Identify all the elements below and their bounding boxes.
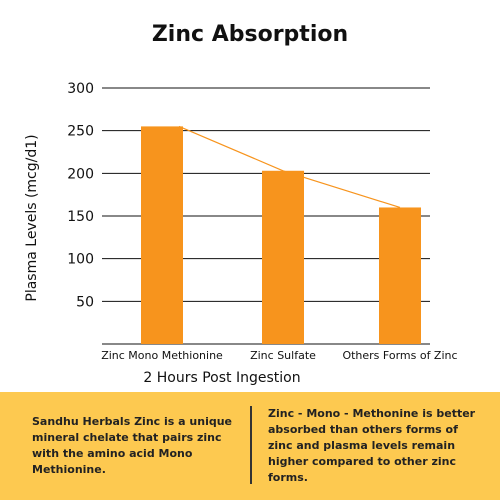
- bar-zinc-sulfate: [262, 170, 304, 344]
- bar-others-forms-of-zinc: [379, 207, 421, 344]
- bar-zinc-mono-methionine: [141, 126, 183, 345]
- chart-title: Zinc Absorption: [151, 22, 349, 47]
- info-panel: Sandhu Herbals Zinc is a unique mineral …: [0, 392, 500, 500]
- x-category-labels: Zinc Mono Methionine Zinc Sulfate Others F…: [101, 349, 457, 362]
- trend-line: [178, 125, 401, 209]
- y-tick-labels: 50 100 150 200 250 300: [67, 81, 94, 310]
- x-axis-title: 2 Hours Post Ingestion: [143, 370, 300, 386]
- y-tick-label: 300: [67, 81, 94, 97]
- y-tick-label: 100: [67, 252, 94, 268]
- y-tick-label: 50: [76, 294, 94, 310]
- info-divider: [250, 406, 252, 484]
- info-right-text: Zinc - Mono - Methonine is better absorb…: [268, 407, 476, 484]
- x-category-label: Others Forms of Zinc: [342, 349, 457, 362]
- y-tick-label: 250: [67, 124, 94, 140]
- trend-line-group: [178, 125, 401, 209]
- y-tick-label: 150: [67, 209, 94, 225]
- bars: [141, 126, 421, 345]
- info-left-text: Sandhu Herbals Zinc is a unique mineral …: [32, 415, 233, 476]
- y-tick-label: 200: [67, 166, 94, 182]
- x-category-label: Zinc Sulfate: [250, 349, 316, 362]
- y-axis-title: Plasma Levels (mcg/d1): [24, 134, 40, 301]
- x-category-label: Zinc Mono Methionine: [101, 349, 223, 362]
